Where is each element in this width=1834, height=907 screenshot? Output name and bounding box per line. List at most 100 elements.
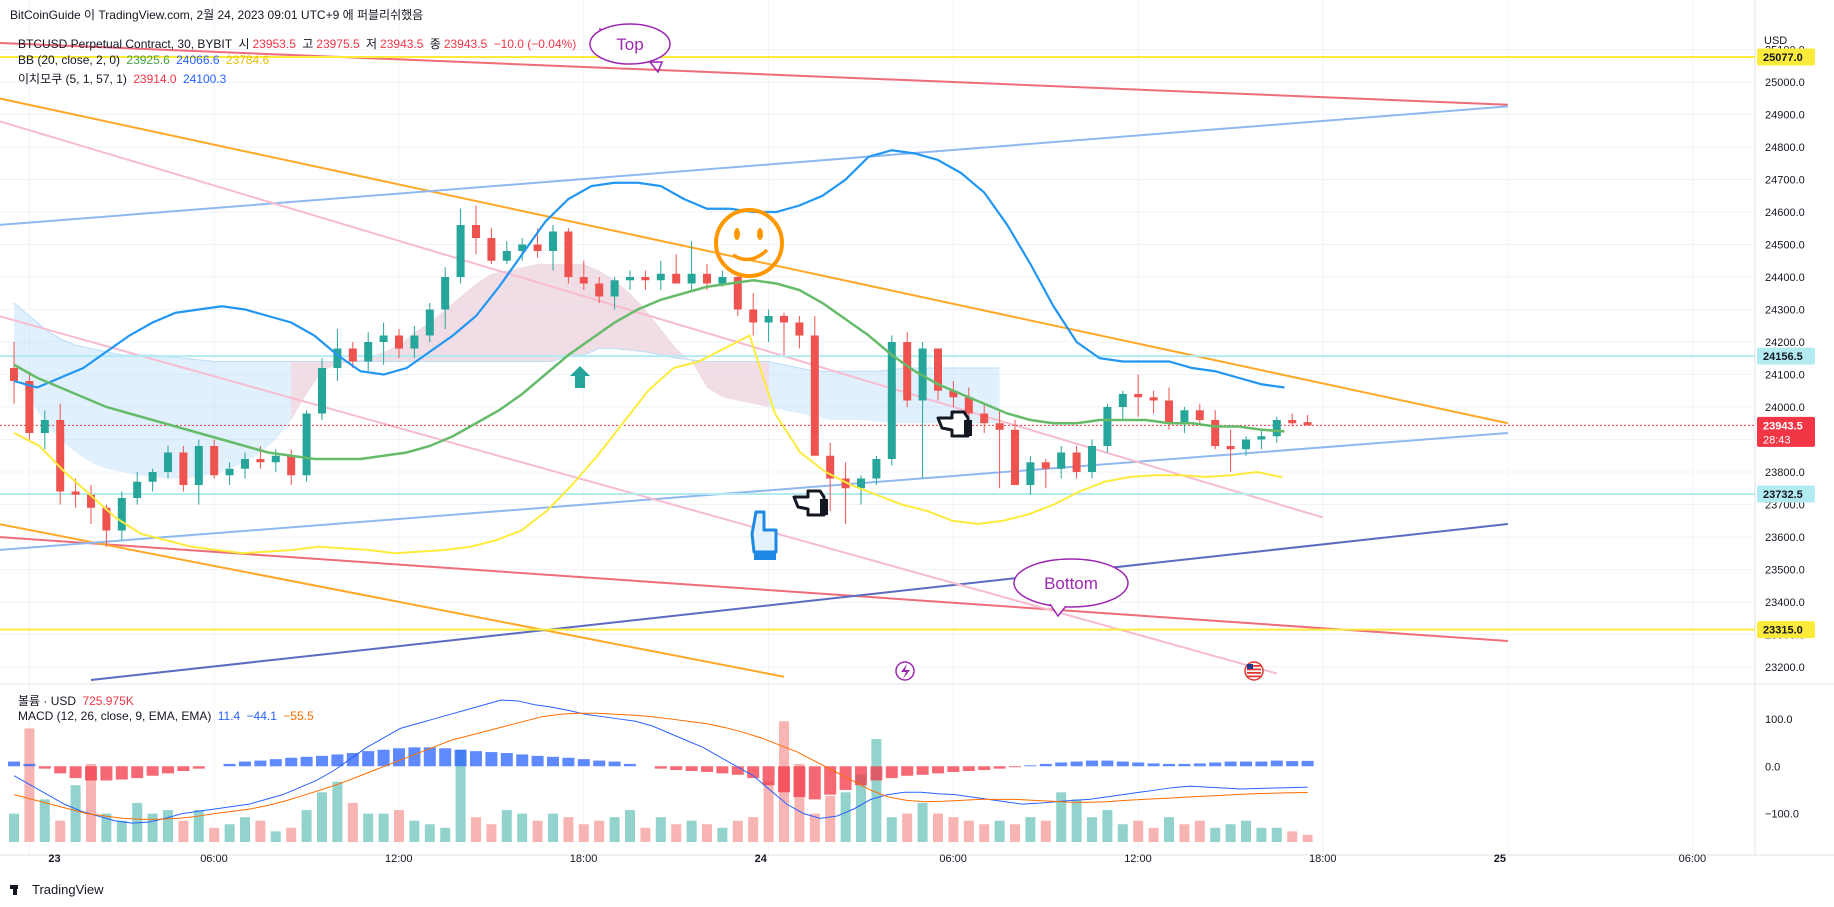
price-label-tag <box>1757 347 1815 365</box>
volume-bar <box>717 827 728 842</box>
bb-upper-line <box>13 149 1285 389</box>
macd-histogram-bar <box>269 759 282 767</box>
macd-histogram-bar <box>993 766 1006 769</box>
macd-tick-label: 100.0 <box>1765 714 1793 726</box>
macd-histogram-bar <box>1009 766 1021 768</box>
macd-histogram-bar <box>793 766 806 798</box>
macd-histogram-bar <box>1286 761 1299 767</box>
annotations[interactable]: Top Bottom <box>570 23 1264 681</box>
smiley-face <box>714 208 784 278</box>
volume-bar <box>55 820 66 842</box>
macd-histogram-bar <box>393 748 405 767</box>
candle-body <box>364 342 373 362</box>
candle-body <box>934 348 942 391</box>
price-label-countdown: 28:43 <box>1763 434 1791 446</box>
brand-text: TradingView <box>32 882 104 897</box>
tradingview-brand[interactable]: TradingView <box>10 882 104 897</box>
high-label: 고 <box>302 37 314 51</box>
volume-value: 725.975K <box>82 694 134 708</box>
candle-body <box>795 322 804 336</box>
bb-label: BB (20, close, 2, 0) <box>18 53 121 67</box>
macd-histogram-bar <box>316 755 328 767</box>
volume-bar <box>1271 827 1282 842</box>
candle-body <box>40 420 49 433</box>
us-flag-stripe <box>1247 668 1261 671</box>
candle-body <box>456 225 465 277</box>
macd-histogram-bar <box>1178 763 1191 767</box>
candle-body <box>1057 452 1066 469</box>
candle-body <box>949 390 958 398</box>
price-label-text: 23732.5 <box>1763 489 1803 501</box>
volume-bar <box>548 813 558 842</box>
macd-histogram-bar <box>146 766 159 776</box>
candle-body <box>225 468 234 476</box>
macd-histogram-bar <box>439 748 452 767</box>
candle-body <box>410 335 419 349</box>
volume-bar <box>255 820 266 842</box>
price-label-text: 23943.5 <box>1763 420 1803 432</box>
candle-body <box>71 491 80 495</box>
time-axis[interactable]: 23 06:00 12:00 18:00 24 06:00 12:00 18:00 25 06:0… <box>48 853 1834 865</box>
open-label: 시 <box>238 37 250 51</box>
bb-lower-value: 23784.6 <box>225 53 270 67</box>
price-tick-label: 25000.0 <box>1765 77 1805 89</box>
price-tick-label: 24100.0 <box>1765 370 1805 382</box>
macd-histogram-bar <box>747 766 760 779</box>
macd-histogram-bar <box>870 766 883 781</box>
blue-hand-icon <box>750 510 778 560</box>
volume-bar <box>948 817 959 842</box>
time-tick-label: 18:00 <box>570 853 598 865</box>
price-label-tag <box>1757 485 1815 503</box>
macd-histogram-bar <box>762 766 775 786</box>
volume-bar <box>486 824 497 842</box>
price-axis[interactable]: USD25100.025000.024900.024800.024700.024… <box>1757 35 1815 821</box>
candle-body <box>1026 462 1035 485</box>
candle-body <box>579 277 588 284</box>
volume-bar <box>501 810 512 842</box>
symbol-name[interactable]: BTCUSD Perpetual Contract, 30, BYBIT <box>18 37 233 51</box>
volume-bar <box>1056 792 1067 842</box>
volume-legend[interactable]: 볼륨 · USD 725.975K <box>18 692 137 709</box>
volume-bar <box>578 824 589 842</box>
bb-legend[interactable]: BB (20, close, 2, 0) 23925.6 24066.6 237… <box>18 53 272 67</box>
volume-bar <box>1302 834 1313 842</box>
trendlines[interactable] <box>0 42 1755 681</box>
candle-body <box>518 244 527 251</box>
high-value: 23975.5 <box>316 37 360 51</box>
volume-bar <box>147 813 158 842</box>
volume-bar <box>86 763 96 842</box>
candle-body <box>441 277 450 310</box>
macd-histogram-bar <box>1024 765 1037 767</box>
macd-histogram-bar <box>23 763 36 767</box>
candle-body <box>764 316 773 323</box>
pointing-hand-icon-cuff <box>964 420 972 436</box>
macd-histogram-bar <box>516 754 529 767</box>
candle-body <box>117 498 126 531</box>
macd-histogram-bar <box>377 749 390 767</box>
volume-bar <box>1087 817 1097 842</box>
time-tick-label: 24 <box>755 853 768 865</box>
volume-bar <box>963 820 974 842</box>
candle-body <box>1257 436 1266 440</box>
ichimoku-cloud-red-fill <box>291 264 769 420</box>
open-value: 23953.5 <box>252 37 296 51</box>
macd-legend[interactable]: MACD (12, 26, close, 9, EMA, EMA) 11.4 −… <box>18 709 317 723</box>
ichimoku-legend[interactable]: 이치모쿠 (5, 1, 57, 1) 23914.0 24100.3 <box>18 70 229 87</box>
macd-histogram-bar <box>285 757 298 767</box>
candle-body <box>179 452 188 485</box>
macd-histogram-bar <box>778 766 790 793</box>
volume-bar <box>532 820 543 842</box>
volume-label: 볼륨 · USD <box>18 694 77 708</box>
candle-body <box>980 413 989 424</box>
ichimoku-b-value: 24100.3 <box>182 72 227 86</box>
candle-body <box>1165 400 1173 424</box>
candle-body <box>25 381 34 433</box>
candle-body <box>872 459 881 479</box>
macd-histogram-bar <box>1209 762 1222 767</box>
macd-histogram-bar <box>223 763 236 767</box>
price-tick-label: 24300.0 <box>1765 305 1805 317</box>
volume-bar <box>594 820 605 842</box>
macd-histogram-bar <box>824 766 837 795</box>
volume-bar <box>748 817 759 842</box>
